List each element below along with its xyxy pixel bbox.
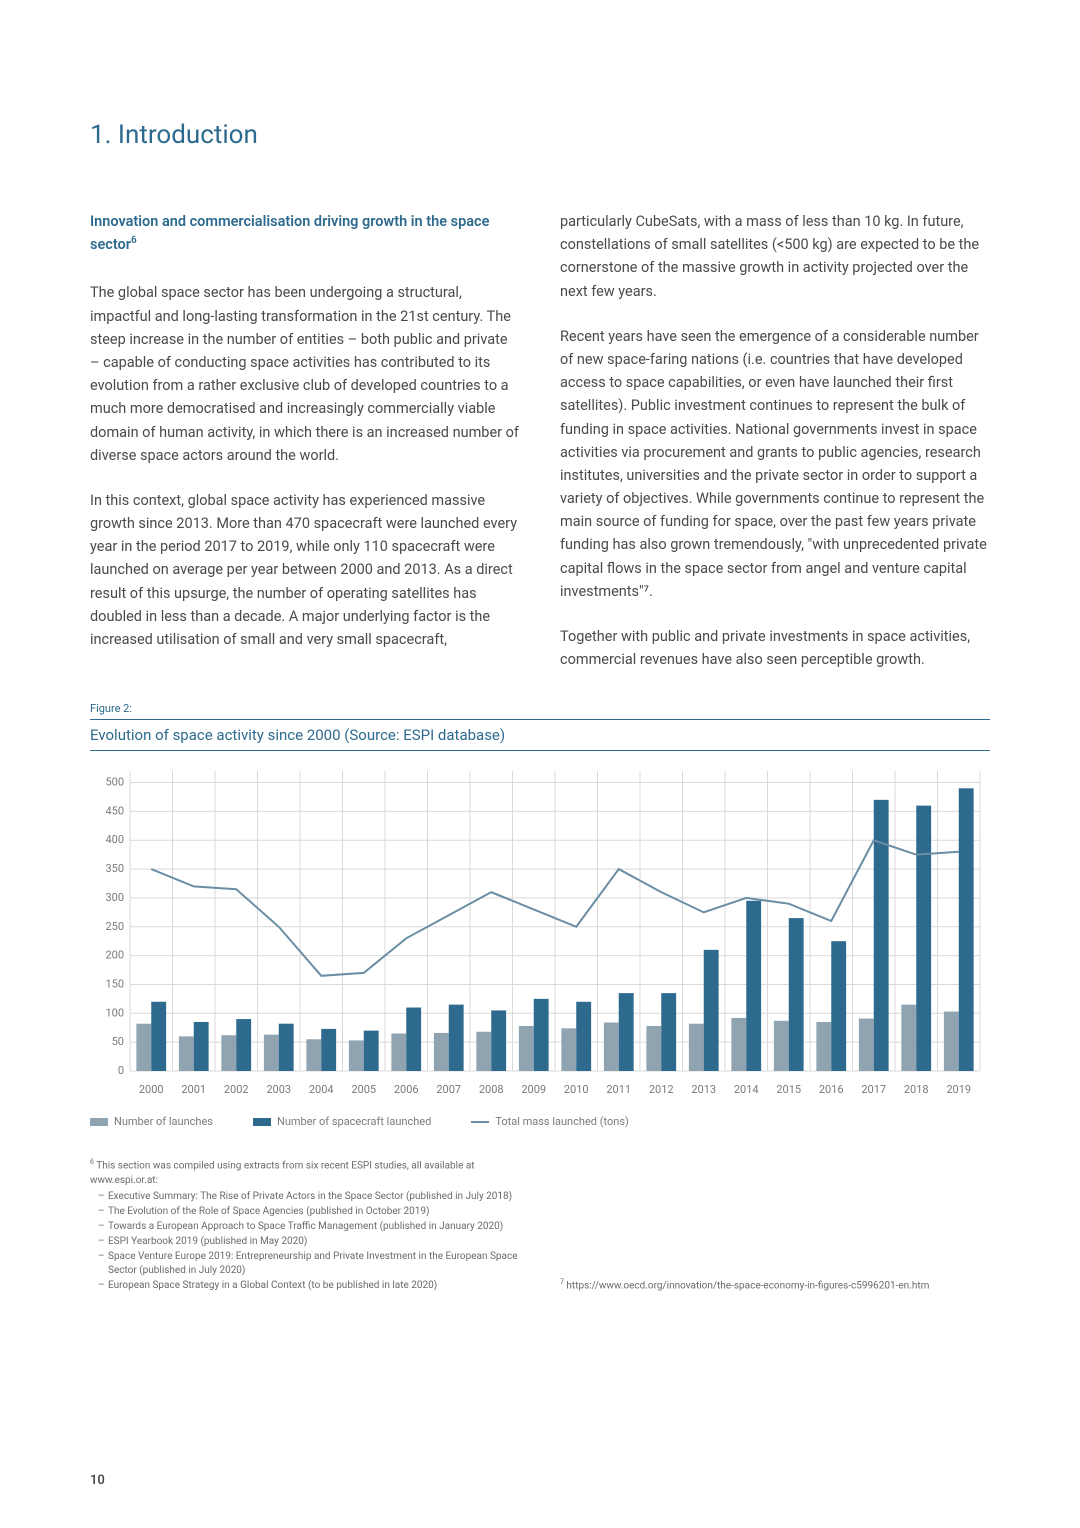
footnote-item: The Evolution of the Role of Space Agenc… <box>98 1205 520 1219</box>
svg-text:2001: 2001 <box>181 1083 206 1096</box>
subheading-text: Innovation and commercialisation driving… <box>90 213 489 253</box>
footnotes: 6 This section was compiled using extrac… <box>90 1158 990 1293</box>
section-subheading: Innovation and commercialisation driving… <box>90 210 520 256</box>
svg-text:300: 300 <box>105 891 124 904</box>
svg-text:2019: 2019 <box>946 1083 971 1096</box>
figure-title: Evolution of space activity since 2000 (… <box>90 719 990 751</box>
svg-text:2015: 2015 <box>776 1083 801 1096</box>
svg-text:2013: 2013 <box>691 1083 716 1096</box>
chart-area: 0 50 100 150 200 250 300 350 400 450 500 2000 2001 20… <box>90 761 990 1101</box>
svg-text:2005: 2005 <box>351 1083 376 1096</box>
svg-text:2016: 2016 <box>819 1083 844 1096</box>
legend-item: Total mass launched (tons) <box>471 1115 629 1128</box>
svg-text:0: 0 <box>118 1064 124 1077</box>
svg-text:2011: 2011 <box>606 1083 631 1096</box>
svg-text:2003: 2003 <box>266 1083 291 1096</box>
svg-text:200: 200 <box>105 949 124 962</box>
svg-text:2000: 2000 <box>139 1083 164 1096</box>
svg-text:2014: 2014 <box>734 1083 759 1096</box>
footnote-item: Executive Summary: The Rise of Private A… <box>98 1190 520 1204</box>
subheading-footnote-ref: 6 <box>131 235 137 246</box>
svg-text:2018: 2018 <box>904 1083 929 1096</box>
paragraph: Recent years have seen the emergence of … <box>560 325 990 603</box>
legend-label: Number of launches <box>114 1115 213 1128</box>
svg-text:2012: 2012 <box>649 1083 674 1096</box>
legend-bar-swatch <box>90 1118 108 1126</box>
legend-label: Total mass launched (tons) <box>495 1115 629 1128</box>
figure-label: Figure 2: <box>90 702 990 715</box>
page-heading: 1. Introduction <box>90 120 990 150</box>
legend-item: Number of spacecraft launched <box>253 1115 431 1128</box>
page-number: 10 <box>90 1473 105 1488</box>
svg-text:2010: 2010 <box>564 1083 589 1096</box>
svg-text:2008: 2008 <box>479 1083 504 1096</box>
paragraph: The global space sector has been undergo… <box>90 281 520 467</box>
svg-text:150: 150 <box>105 978 124 991</box>
svg-text:2006: 2006 <box>394 1083 419 1096</box>
svg-text:500: 500 <box>105 776 124 789</box>
svg-text:2017: 2017 <box>861 1083 886 1096</box>
svg-text:100: 100 <box>105 1007 124 1020</box>
footnote-num: 6 <box>90 1158 94 1166</box>
footnote-item: Space Venture Europe 2019: Entrepreneurs… <box>98 1250 520 1278</box>
svg-text:400: 400 <box>105 834 124 847</box>
legend-bar-swatch <box>253 1118 271 1126</box>
svg-text:350: 350 <box>105 862 124 875</box>
legend-item: Number of launches <box>90 1115 213 1128</box>
footnote-list: Executive Summary: The Rise of Private A… <box>90 1190 520 1293</box>
figure-block: Figure 2: Evolution of space activity si… <box>90 702 990 1128</box>
footnote-right: 7 https://www.oecd.org/innovation/the-sp… <box>560 1158 990 1293</box>
footnote-item: ESPI Yearbook 2019 (published in May 202… <box>98 1235 520 1249</box>
svg-text:2004: 2004 <box>309 1083 334 1096</box>
legend-label: Number of spacecraft launched <box>277 1115 431 1128</box>
chart-legend: Number of launches Number of spacecraft l… <box>90 1115 990 1128</box>
footnote-intro: This section was compiled using extracts… <box>90 1161 475 1186</box>
footnote-num: 7 <box>560 1278 564 1286</box>
svg-text:50: 50 <box>112 1035 124 1048</box>
svg-text:2009: 2009 <box>521 1083 546 1096</box>
svg-text:450: 450 <box>105 805 124 818</box>
body-columns: Innovation and commercialisation driving… <box>90 210 990 672</box>
legend-line-swatch <box>471 1121 489 1123</box>
footnote-left: 6 This section was compiled using extrac… <box>90 1158 520 1293</box>
footnote-item: European Space Strategy in a Global Cont… <box>98 1279 520 1293</box>
footnote-text: https://www.oecd.org/innovation/the-spac… <box>566 1281 929 1292</box>
paragraph: Together with public and private investm… <box>560 625 990 671</box>
svg-text:2002: 2002 <box>224 1083 249 1096</box>
svg-text:250: 250 <box>105 920 124 933</box>
footnote-item: Towards a European Approach to Space Tra… <box>98 1220 520 1234</box>
svg-text:2007: 2007 <box>436 1083 461 1096</box>
